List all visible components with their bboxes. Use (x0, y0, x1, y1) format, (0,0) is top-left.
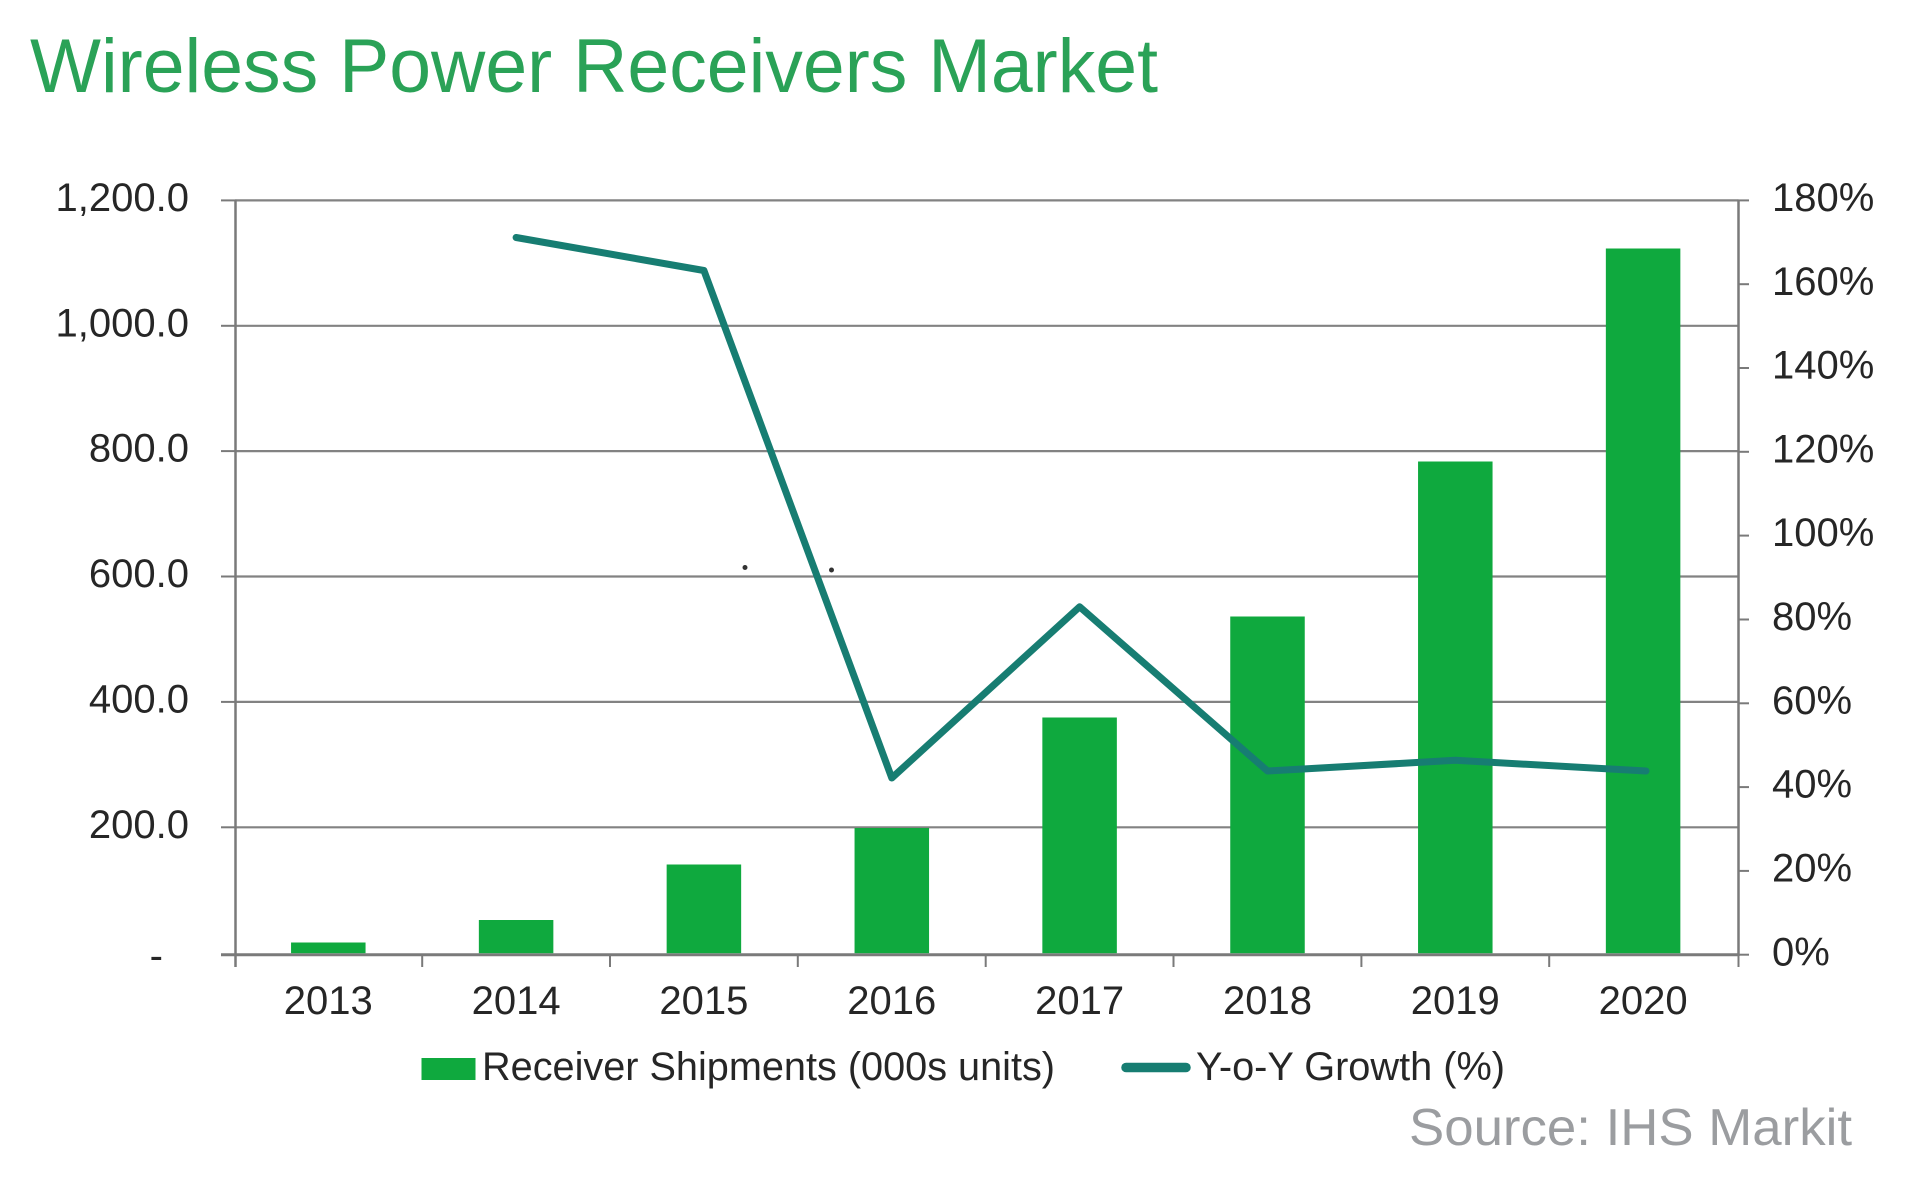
svg-text:600.0: 600.0 (89, 552, 189, 596)
svg-text:Wireless Power Receivers Marke: Wireless Power Receivers Market (30, 24, 1158, 109)
svg-text:180%: 180% (1772, 176, 1874, 220)
svg-text:1,000.0: 1,000.0 (56, 301, 189, 345)
svg-text:2015: 2015 (659, 979, 748, 1023)
svg-text:2018: 2018 (1223, 979, 1312, 1023)
svg-text:60%: 60% (1772, 679, 1852, 723)
svg-text:2016: 2016 (847, 979, 936, 1023)
svg-text:1,200.0: 1,200.0 (56, 176, 189, 220)
svg-text:80%: 80% (1772, 595, 1852, 639)
svg-text:100%: 100% (1772, 511, 1874, 555)
svg-text:-: - (150, 934, 163, 978)
svg-text:200.0: 200.0 (89, 803, 189, 847)
svg-text:Source: IHS Markit: Source: IHS Markit (1409, 1099, 1853, 1157)
svg-text:120%: 120% (1772, 427, 1874, 471)
svg-text:160%: 160% (1772, 260, 1874, 304)
svg-text:2017: 2017 (1035, 979, 1124, 1023)
svg-text:800.0: 800.0 (89, 427, 189, 471)
svg-text:2020: 2020 (1599, 979, 1688, 1023)
svg-text:2019: 2019 (1411, 979, 1500, 1023)
svg-text:40%: 40% (1772, 763, 1852, 807)
svg-text:Y-o-Y Growth (%): Y-o-Y Growth (%) (1196, 1045, 1505, 1089)
svg-text:2014: 2014 (472, 979, 561, 1023)
svg-text:0%: 0% (1772, 930, 1830, 974)
svg-text:140%: 140% (1772, 344, 1874, 388)
svg-text:400.0: 400.0 (89, 678, 189, 722)
svg-text:Receiver Shipments (000s units: Receiver Shipments (000s units) (482, 1045, 1055, 1089)
svg-text:20%: 20% (1772, 847, 1852, 891)
svg-text:2013: 2013 (284, 979, 373, 1023)
